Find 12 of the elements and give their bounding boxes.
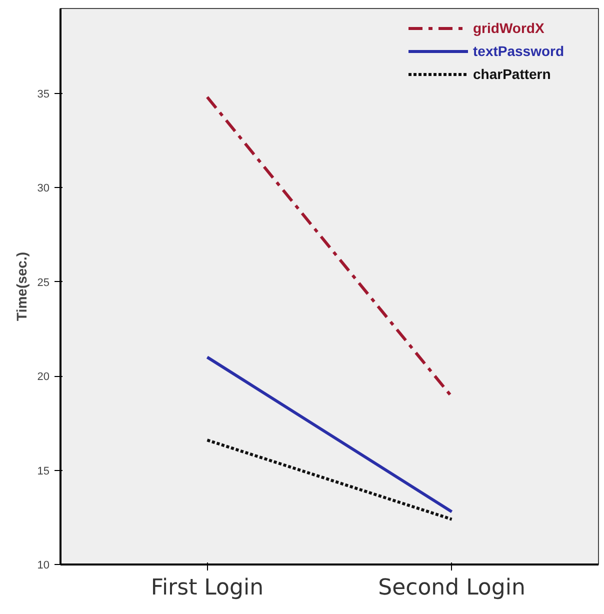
x-tick-label: First Login (150, 576, 264, 600)
y-tick-label: 35 (37, 88, 50, 100)
y-tick-label: 10 (37, 560, 50, 572)
y-tick-label: 25 (37, 276, 50, 289)
y-axis-title: Time(sec.) (13, 252, 30, 321)
legend-label: gridWordX (473, 20, 546, 36)
legend-label: charPattern (473, 66, 552, 82)
legend-label: textPassword (473, 43, 566, 59)
y-tick-label: 15 (37, 465, 50, 478)
y-tick-label: 30 (37, 182, 50, 195)
y-tick-label: 20 (37, 371, 50, 384)
x-tick-label: Second Login (378, 576, 526, 600)
